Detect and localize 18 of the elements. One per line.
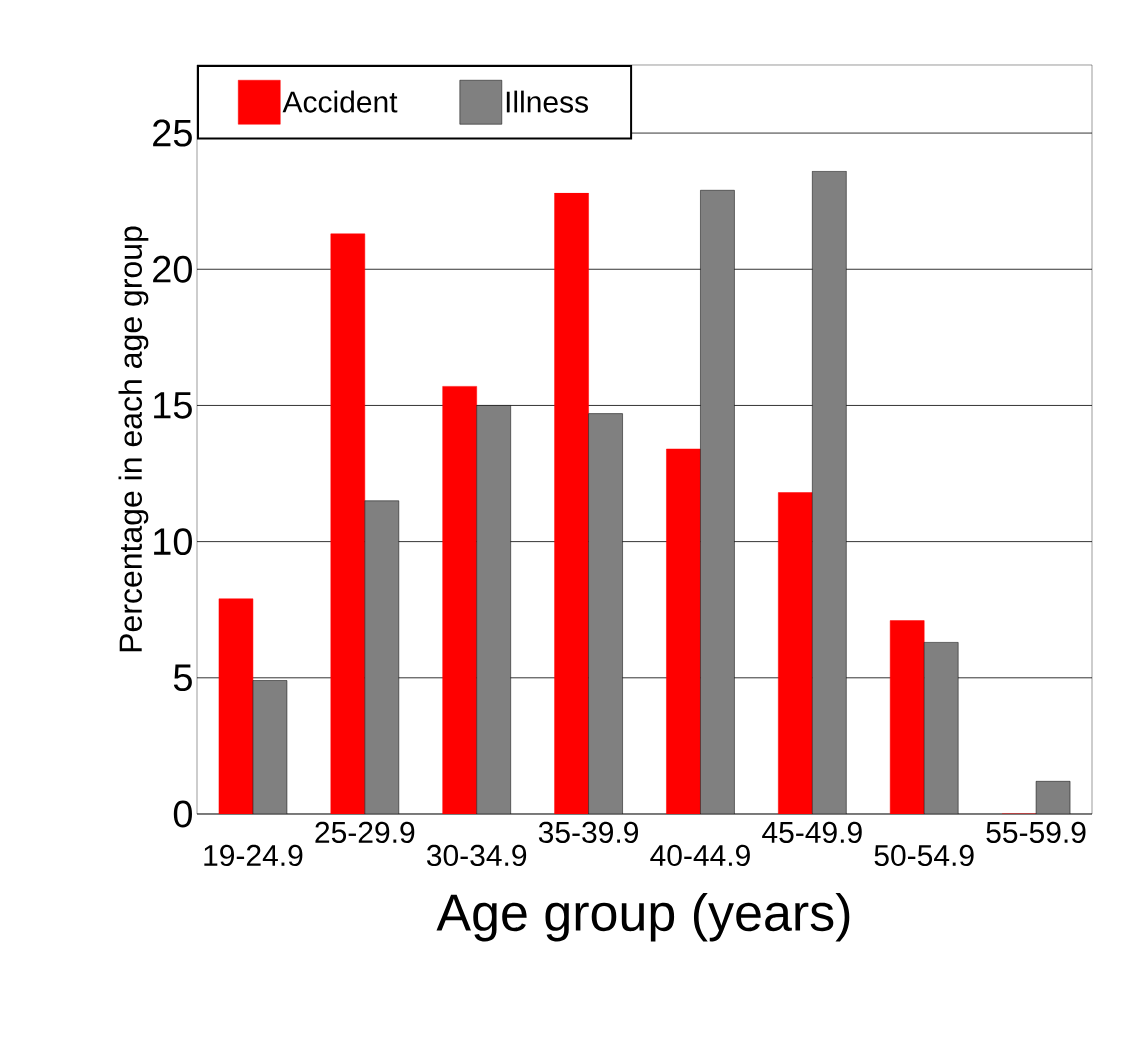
y-tick-label: 25 bbox=[153, 119, 192, 147]
x-tick-label: 55-59.9 bbox=[986, 821, 1086, 844]
legend-label: Illness bbox=[506, 90, 588, 113]
x-tick-label: 19-24.9 bbox=[204, 844, 303, 867]
y-tick-label: 0 bbox=[173, 800, 192, 828]
y-tick-label: 20 bbox=[153, 255, 192, 283]
x-tick-label: 30-34.9 bbox=[426, 844, 527, 867]
y-tick-label: 15 bbox=[154, 392, 192, 419]
legend-label: Accident bbox=[282, 90, 398, 113]
x-tick-label: 40-44.9 bbox=[650, 844, 750, 867]
x-axis-title: Age group (years) bbox=[436, 892, 850, 942]
y-tick-label: 10 bbox=[154, 528, 192, 556]
x-tick-label: 35-39.9 bbox=[538, 821, 638, 844]
x-tick-label: 45-49.9 bbox=[762, 821, 862, 844]
x-tick-label: 50-54.9 bbox=[874, 844, 974, 867]
x-tick-label: 25-29.9 bbox=[315, 821, 415, 844]
y-axis-title: Percentage in each age group bbox=[118, 226, 149, 652]
y-tick-label: 5 bbox=[173, 664, 192, 692]
